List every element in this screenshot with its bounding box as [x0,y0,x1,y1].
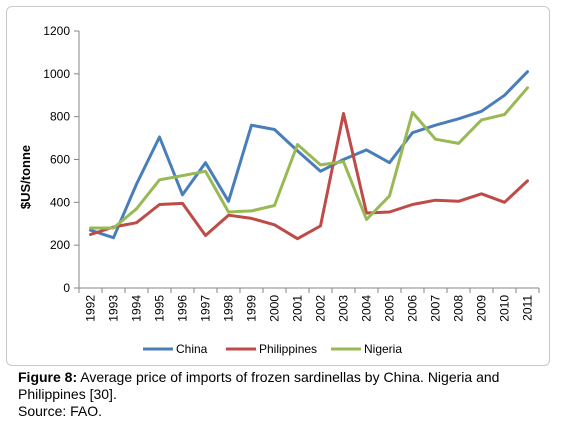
x-axis-ticks: 1992 1993 1994 1995 1996 1997 1998 1999 2000 2001… [78,288,540,322]
y-tick-label: 800 [50,110,70,124]
x-tick-label: 1993 [107,295,121,322]
legend-label-philippines: Philippines [259,342,317,356]
y-tick-label: 600 [50,153,70,167]
y-tick-label: 400 [50,195,70,209]
caption-text: Average price of imports of frozen sardi… [18,369,500,402]
x-tick-label: 2002 [314,295,328,322]
x-tick-label: 1992 [84,295,98,322]
x-tick-label: 2003 [337,295,351,322]
x-tick-label: 2008 [452,295,466,322]
y-axis-ticks: 0 200 400 600 800 1000 1200 [43,24,79,295]
y-tick-label: 1200 [43,24,70,38]
x-tick-label: 2010 [498,295,512,322]
series-line-china [89,70,529,240]
x-tick-label: 1997 [199,295,213,322]
legend-label-nigeria: Nigeria [364,342,402,356]
series-line-philippines [89,112,529,241]
x-tick-label: 2007 [429,295,443,322]
x-tick-label: 2005 [383,295,397,322]
x-tick-label: 2004 [360,295,374,322]
x-tick-label: 1996 [176,295,190,322]
legend: China Philippines Nigeria [143,342,402,356]
x-tick-label: 1995 [153,295,167,322]
series-line-nigeria [89,86,529,230]
x-tick-label: 2000 [268,295,282,322]
chart-frame [6,6,550,366]
x-tick-label: 2001 [291,295,305,322]
figure-caption: Figure 8: Average price of imports of fr… [18,369,554,420]
y-tick-label: 200 [50,238,70,252]
x-tick-label: 1994 [130,295,144,322]
caption-label: Figure 8: [18,369,78,385]
legend-label-china: China [176,342,208,356]
caption-source: Source: FAO. [18,403,103,419]
series-layer [89,70,529,241]
x-tick-label: 1998 [222,295,236,322]
x-tick-label: 2006 [406,295,420,322]
y-axis-title: $US/tonne [18,145,33,209]
y-tick-label: 0 [63,281,70,295]
y-tick-label: 1000 [43,67,70,81]
x-tick-label: 2009 [475,295,489,322]
x-tick-label: 1999 [245,295,259,322]
x-tick-label: 2011 [521,295,535,321]
